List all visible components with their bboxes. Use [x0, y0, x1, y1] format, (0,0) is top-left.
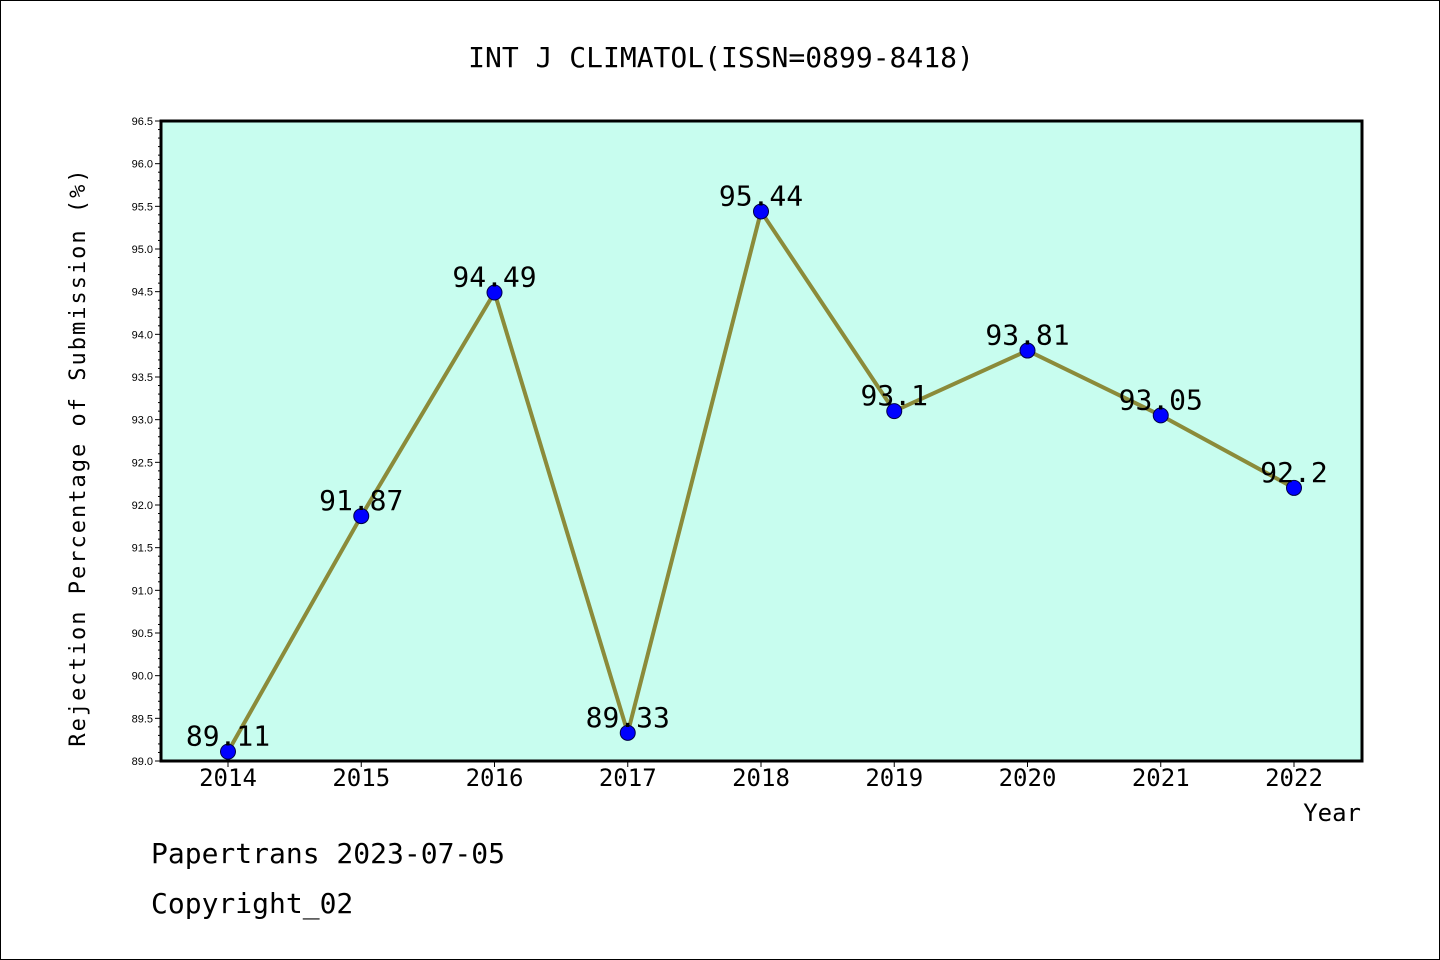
y-tick-label: 93.0	[132, 415, 153, 427]
plot-area	[159, 119, 1364, 763]
x-tick-label: 2016	[466, 764, 524, 792]
x-tick-label: 2017	[599, 764, 657, 792]
y-tick-label: 94.0	[132, 329, 153, 341]
y-tick-label: 89.0	[132, 756, 153, 768]
chart-title: INT J CLIMATOL(ISSN=0899-8418)	[468, 41, 974, 74]
y-tick-label: 89.5	[132, 713, 153, 725]
data-label: 94.49	[452, 261, 536, 294]
data-point	[486, 284, 503, 301]
data-label: 95.44	[719, 179, 803, 212]
y-axis-label: Rejection Percentage of Submission (%)	[66, 167, 91, 746]
data-point	[1019, 342, 1036, 359]
data-label: 92.2	[1260, 456, 1327, 489]
data-point	[619, 724, 636, 741]
y-tick-label: 90.0	[132, 671, 153, 683]
y-tick-label: 95.0	[132, 244, 153, 256]
y-tick-label: 91.5	[132, 543, 153, 555]
data-label: 93.81	[985, 319, 1069, 352]
y-tick-label: 96.0	[132, 159, 153, 171]
data-label: 93.05	[1119, 383, 1203, 416]
x-axis: 2014 2015 2016 2017 2018 2019 2020 2021 2022	[199, 761, 1323, 792]
x-tick-label: 2014	[199, 764, 257, 792]
data-label: 89.33	[586, 701, 670, 734]
x-tick-label: 2021	[1132, 764, 1190, 792]
footer-date: Papertrans 2023-07-05	[151, 837, 506, 870]
x-tick-label: 2018	[732, 764, 790, 792]
y-tick-label: 94.5	[132, 287, 153, 299]
data-point	[886, 403, 903, 420]
x-tick-label: 2019	[865, 764, 923, 792]
y-tick-label: 90.5	[132, 628, 153, 640]
y-tick-label: 92.0	[132, 500, 153, 512]
data-point	[753, 203, 769, 220]
data-point	[353, 508, 370, 525]
data-point	[220, 743, 236, 760]
x-tick-label: 2022	[1265, 764, 1323, 792]
y-axis: 89.0 89.5 90.0 90.5 91.0 91.5 92.0 92.5 93.0 93.5…	[132, 116, 161, 768]
data-label: 91.87	[319, 484, 403, 517]
data-label: 89.11	[186, 720, 270, 753]
marker-group	[220, 203, 1302, 760]
data-point	[1152, 407, 1169, 424]
data-point	[1286, 479, 1302, 496]
y-tick-label: 93.5	[132, 372, 153, 384]
data-label: 93.1	[861, 379, 928, 412]
x-tick-label: 2020	[999, 764, 1057, 792]
y-tick-label: 95.5	[132, 201, 153, 213]
x-axis-label: Year	[1303, 799, 1361, 827]
y-tick-label: 92.5	[132, 457, 153, 469]
y-tick-label: 91.0	[132, 585, 153, 597]
footer-copyright: Copyright_02	[151, 887, 354, 920]
x-tick-label: 2015	[332, 764, 390, 792]
y-tick-label: 96.5	[132, 116, 153, 128]
data-label-group: 89.11 91.87 94.49 89.33 95.44 93.1 93.81 93.05 9…	[186, 179, 1328, 752]
